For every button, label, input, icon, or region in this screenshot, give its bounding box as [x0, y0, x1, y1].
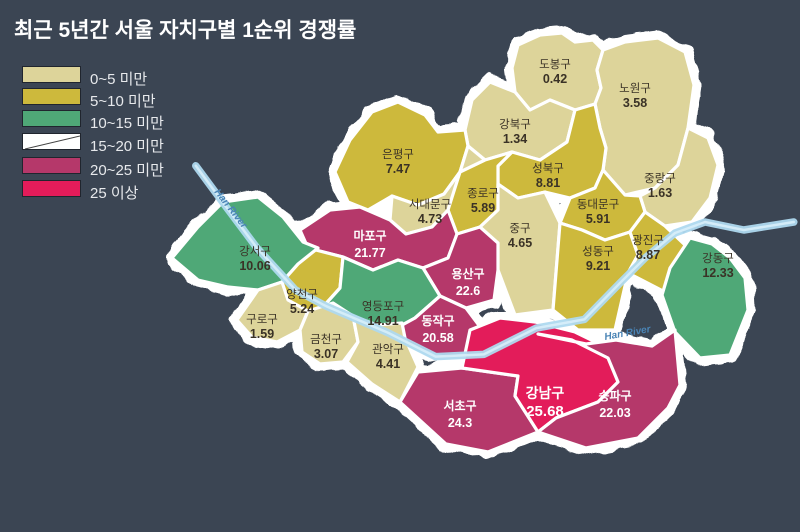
svg-text:24.3: 24.3 — [448, 416, 472, 430]
svg-text:중랑구: 중랑구 — [644, 172, 676, 185]
svg-text:강동구: 강동구 — [702, 252, 734, 265]
svg-text:20.58: 20.58 — [422, 331, 453, 345]
svg-text:성북구: 성북구 — [532, 162, 564, 175]
svg-text:동대문구: 동대문구 — [577, 198, 619, 211]
svg-text:1.63: 1.63 — [648, 186, 672, 200]
svg-text:강서구: 강서구 — [239, 245, 271, 258]
svg-text:서대문구: 서대문구 — [409, 198, 451, 211]
svg-text:마포구: 마포구 — [353, 228, 386, 243]
svg-text:8.87: 8.87 — [636, 248, 660, 262]
svg-text:4.65: 4.65 — [508, 236, 532, 250]
svg-text:송파구: 송파구 — [598, 388, 631, 403]
svg-text:1.59: 1.59 — [250, 327, 274, 341]
svg-text:1.34: 1.34 — [503, 132, 527, 146]
svg-text:성동구: 성동구 — [582, 245, 614, 258]
svg-text:14.91: 14.91 — [367, 314, 398, 328]
svg-text:강북구: 강북구 — [499, 118, 531, 131]
svg-text:5.91: 5.91 — [586, 212, 610, 226]
svg-text:10.06: 10.06 — [239, 259, 270, 273]
svg-text:금천구: 금천구 — [310, 332, 342, 346]
svg-text:4.73: 4.73 — [418, 212, 442, 226]
svg-text:영등포구: 영등포구 — [362, 300, 404, 313]
svg-text:22.03: 22.03 — [599, 406, 630, 420]
svg-text:용산구: 용산구 — [451, 266, 484, 281]
svg-text:도봉구: 도봉구 — [539, 58, 571, 71]
svg-text:8.81: 8.81 — [536, 176, 560, 190]
svg-text:강남구: 강남구 — [526, 385, 565, 401]
svg-text:3.58: 3.58 — [623, 96, 647, 110]
svg-text:노원구: 노원구 — [619, 81, 651, 95]
svg-text:서초구: 서초구 — [443, 398, 476, 413]
svg-text:은평구: 은평구 — [382, 148, 414, 161]
svg-text:5.89: 5.89 — [471, 201, 495, 215]
svg-text:중구: 중구 — [509, 223, 530, 235]
svg-text:종로구: 종로구 — [467, 188, 499, 200]
svg-text:22.6: 22.6 — [456, 284, 480, 298]
svg-text:4.41: 4.41 — [376, 357, 400, 371]
svg-text:5.24: 5.24 — [290, 302, 314, 316]
svg-text:동작구: 동작구 — [421, 313, 454, 328]
svg-text:21.77: 21.77 — [354, 246, 385, 260]
svg-text:7.47: 7.47 — [386, 162, 410, 176]
svg-text:9.21: 9.21 — [586, 259, 610, 273]
svg-text:0.42: 0.42 — [543, 72, 567, 86]
svg-text:구로구: 구로구 — [246, 314, 278, 326]
svg-text:관악구: 관악구 — [372, 343, 404, 356]
svg-text:광진구: 광진구 — [632, 234, 664, 247]
svg-text:양천구: 양천구 — [286, 287, 318, 301]
svg-text:3.07: 3.07 — [314, 347, 338, 361]
svg-text:12.33: 12.33 — [702, 266, 733, 280]
svg-text:25.68: 25.68 — [526, 403, 564, 420]
